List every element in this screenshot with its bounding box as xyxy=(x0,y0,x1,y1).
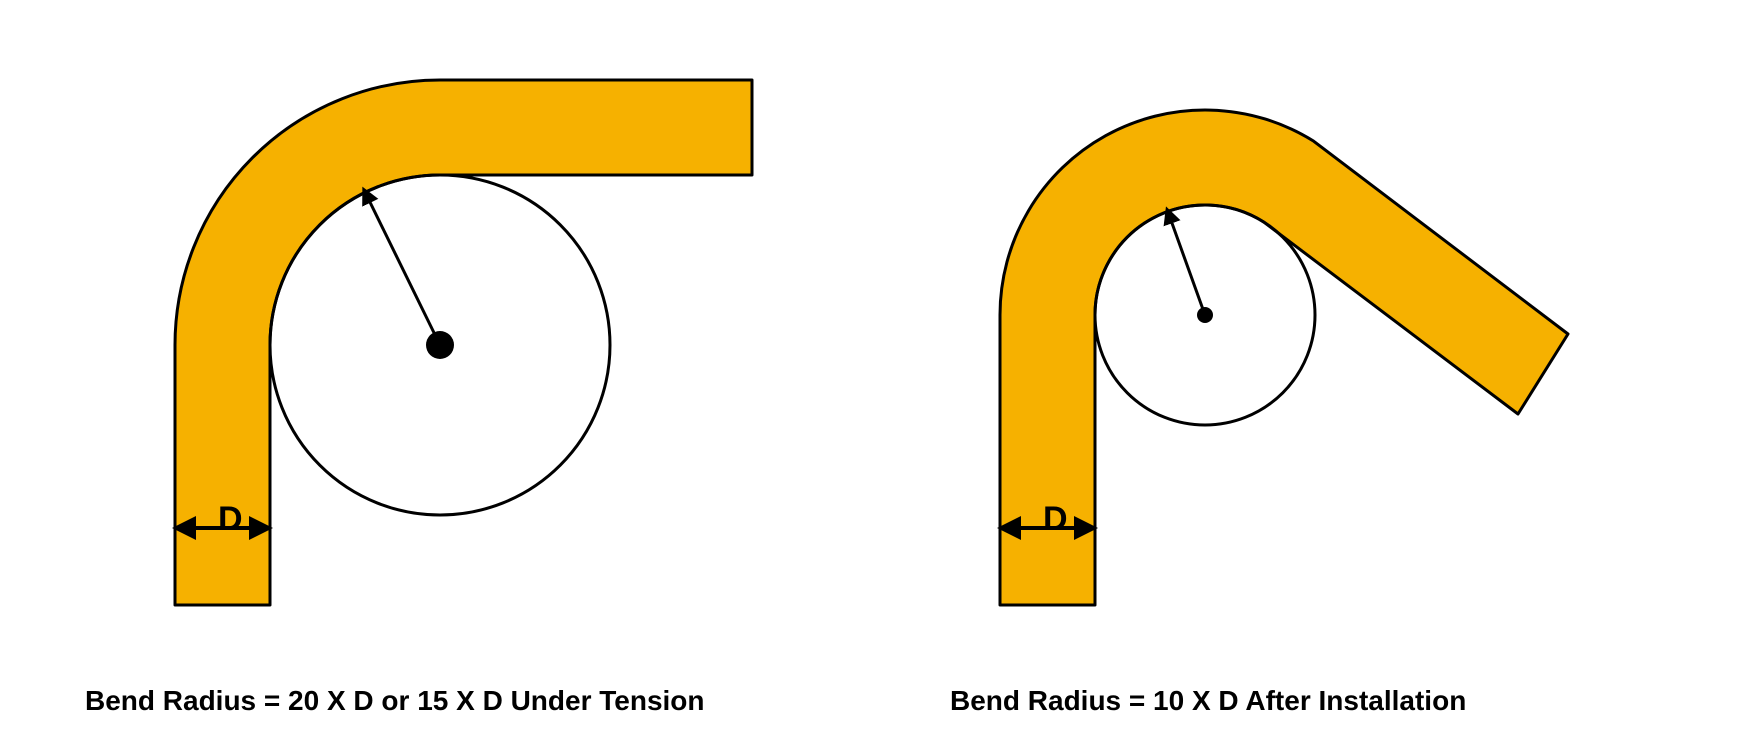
right-radius-arrow xyxy=(1168,212,1205,315)
left-caption: Bend Radius = 20 X D or 15 X D Under Ten… xyxy=(85,685,705,717)
right-diagram xyxy=(1000,110,1568,605)
right-d-label: D xyxy=(1043,500,1068,539)
right-cable xyxy=(1000,110,1568,605)
left-d-label: D xyxy=(218,500,243,539)
left-radius-arrow xyxy=(365,192,440,345)
left-diagram xyxy=(175,80,752,605)
diagram-canvas: Bend Radius = 20 X D or 15 X D Under Ten… xyxy=(0,0,1737,741)
diagram-svg xyxy=(0,0,1737,741)
right-caption: Bend Radius = 10 X D After Installation xyxy=(950,685,1466,717)
